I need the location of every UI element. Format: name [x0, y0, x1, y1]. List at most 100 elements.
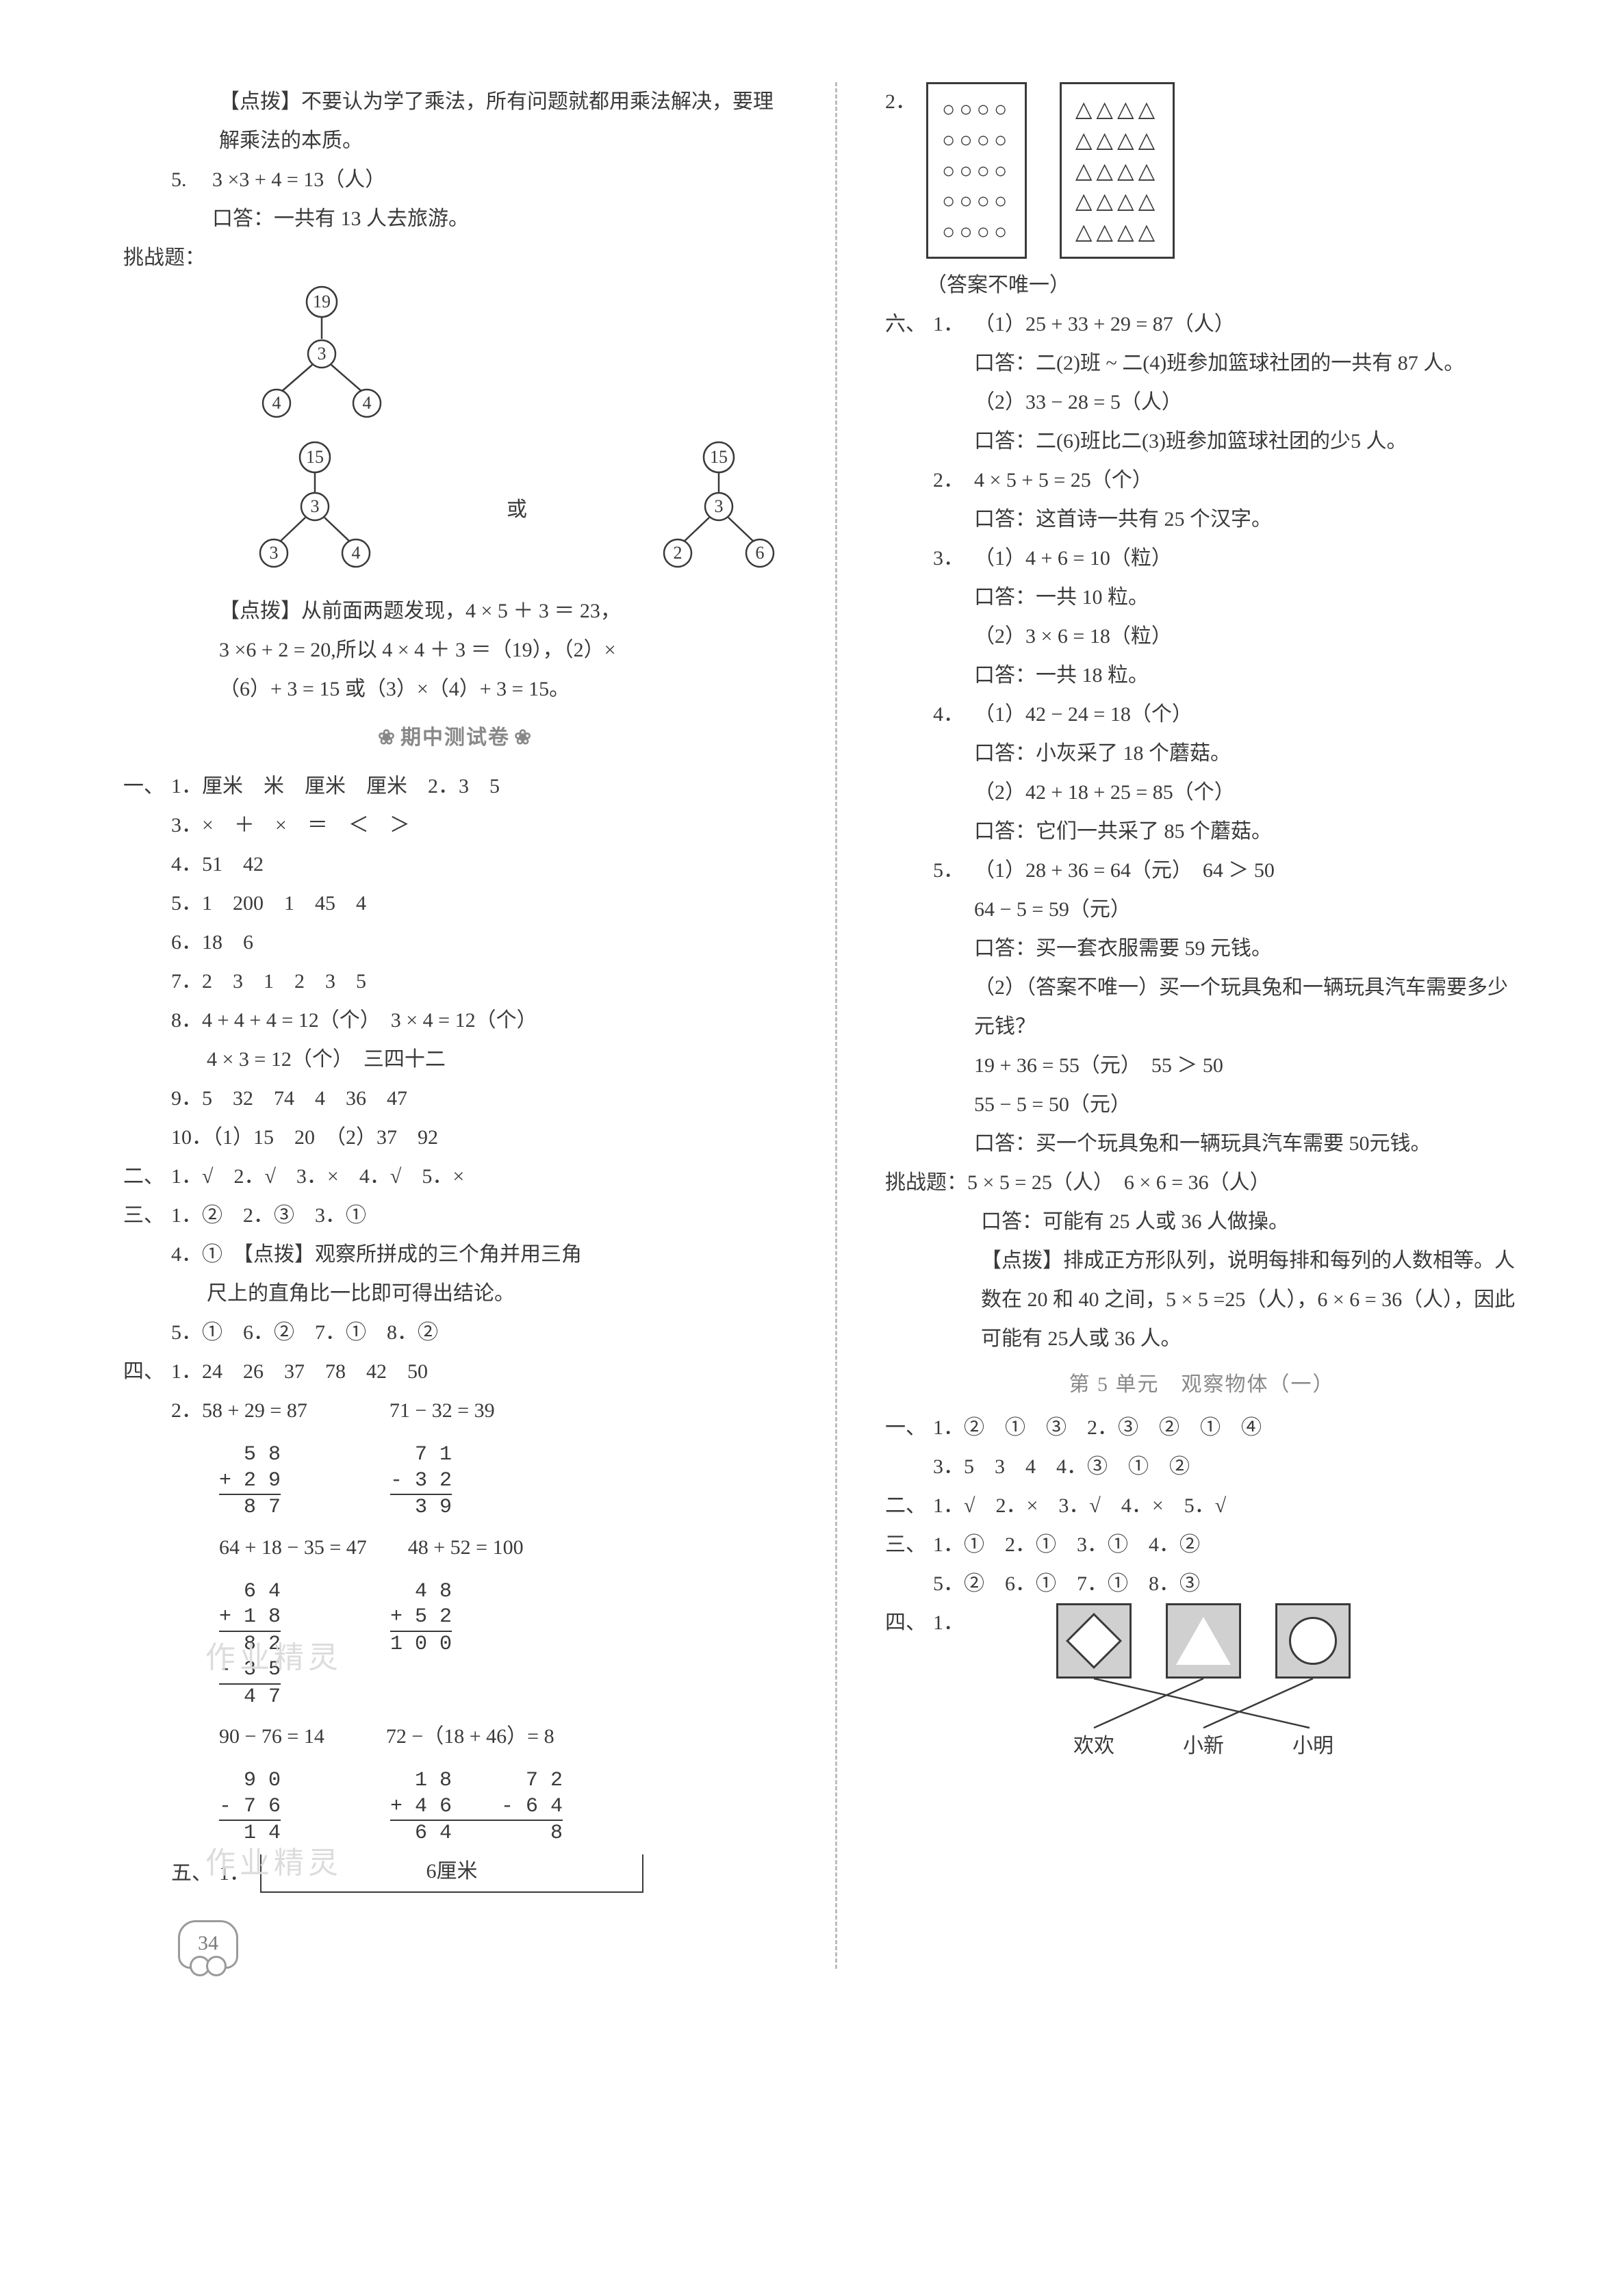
varith-1a: 5 8 + 2 9 8 7: [219, 1442, 281, 1521]
tree-3: 15 3 2 6: [650, 441, 787, 578]
section-2: 二、 1．√ 2．√ 3．× 4．√ 5．×: [123, 1157, 787, 1196]
svg-text:3: 3: [715, 496, 724, 516]
answer-note: （答案不唯一）: [926, 266, 1518, 305]
mid-exam-title: 期中测试卷: [123, 718, 787, 757]
u5-section-3: 三、 1．① 2．① 3．① 4．② 5．② 6．① 7．① 8．③: [885, 1525, 1518, 1603]
s6-q1a-ans: 口答：二(2)班 ~ 二(4)班参加篮球社团的一共有 87 人。: [974, 344, 1518, 383]
svg-text:15: 15: [710, 447, 728, 467]
triangles-box: △△△△△△△△△△△△△△△△△△△△: [1060, 82, 1175, 259]
svg-text:3: 3: [270, 543, 279, 563]
varith-2b: 4 8 + 5 2 1 0 0: [390, 1579, 452, 1711]
right-column: 2． ○○○○○○○○○○○○○○○○○○○○ △△△△△△△△△△△△△△△△…: [885, 82, 1518, 1969]
left-column: 【点拨】不要认为学了乘法，所有问题就都用乘法解决，要理解乘法的本质。 5. 3 …: [123, 82, 787, 1969]
tip-top: 【点拨】不要认为学了乘法，所有问题就都用乘法解决，要理解乘法的本质。: [123, 82, 787, 160]
s6-q5b-ans: 口答：买一个玩具兔和一辆玩具汽车需要 50元钱。: [974, 1124, 1518, 1163]
svg-text:6: 6: [756, 543, 765, 563]
tree-2: 15 3 3 4: [246, 441, 383, 578]
sec5-label: 五、: [171, 1854, 219, 1893]
sec1-l4: 4．51 42: [171, 845, 787, 884]
arith-pair-1: 5 8 + 2 9 8 7 7 1 - 3 2 3 9: [123, 1442, 787, 1521]
s6-q1b: （2）33 − 28 = 5（人）: [974, 383, 1518, 422]
sec3-l1: 1．② 2．③ 3．①: [171, 1196, 787, 1235]
s6-q5a-ans: 口答：买一套衣服需要 59 元钱。: [974, 929, 1518, 968]
sec1-l7: 7．2 3 1 2 3 5: [171, 962, 787, 1001]
q5-number: 5.: [171, 160, 212, 238]
s6-q4a-ans: 口答：小灰采了 18 个蘑菇。: [974, 734, 1518, 773]
u5-section-4: 四、 1．: [885, 1603, 1518, 1765]
tree-1: 19 3 4 4: [246, 284, 397, 428]
section-3: 三、 1．② 2．③ 3．① 4．① 【点拨】观察所拼成的三个角并用三角 尺上的…: [123, 1196, 787, 1352]
s6-q5b: （2）（答案不唯一）买一个玩具兔和一辆玩具汽车需要多少元钱？: [974, 968, 1518, 1046]
svg-text:19: 19: [313, 292, 331, 311]
sec4-l3: 64 + 18 − 35 = 47 48 + 52 = 100: [123, 1528, 787, 1567]
u5-section-2: 二、 1．√ 2．× 3．√ 4．× 5．√: [885, 1486, 1518, 1525]
varith-1b: 7 1 - 3 2 3 9: [390, 1442, 452, 1521]
s6-q4a: （1）42 − 24 = 18（个）: [974, 695, 1518, 734]
q5-expression: 3 ×3 + 4 = 13（人）: [212, 160, 787, 199]
circles-grid: ○○○○○○○○○○○○○○○○○○○○: [942, 94, 1011, 247]
tree-or: 或: [507, 490, 527, 529]
arith-pair-2: 6 4 + 1 8 8 2 - 3 5 4 7 4 8 + 5 2 1 0 0: [123, 1579, 787, 1711]
sec4-l4: 90 − 76 = 14 72 −（18 + 46）= 8: [123, 1717, 787, 1756]
sec5-1-num: 1．: [219, 1854, 260, 1893]
s6-q3a: （1）4 + 6 = 10（粒）: [974, 539, 1518, 578]
right-challenge: 挑战题：5 × 5 = 25（人） 6 × 6 = 36（人）: [885, 1163, 1518, 1202]
question-5: 5. 3 ×3 + 4 = 13（人） 口答：一共有 13 人去旅游。: [123, 160, 787, 238]
q5-answer: 口答：一共有 13 人去旅游。: [212, 199, 787, 238]
s6-q1b-ans: 口答：二(6)班比二(3)班参加篮球社团的少5 人。: [974, 422, 1518, 461]
page-root: 【点拨】不要认为学了乘法，所有问题就都用乘法解决，要理解乘法的本质。 5. 3 …: [123, 82, 1518, 1969]
sec1-l8a: 8．4 + 4 + 4 = 12（个） 3 × 4 = 12（个）: [171, 1001, 787, 1040]
section-4: 四、 1．24 26 37 78 42 50 2．58 + 29 = 87 71…: [123, 1352, 787, 1430]
q2-number: 2．: [885, 82, 926, 305]
hint-text: 不要认为学了乘法，所有问题就都用乘法解决，要理解乘法的本质。: [219, 90, 774, 152]
match-lines-svg: [1056, 1679, 1371, 1733]
svg-text:15: 15: [306, 447, 324, 467]
s6-q5b2: 19 + 36 = 55（元） 55 ＞ 50: [974, 1046, 1518, 1085]
section-6: 六、 1． （1）25 + 33 + 29 = 87（人） 口答：二(2)班 ~…: [885, 305, 1518, 1163]
hint-label: 【点拨】: [219, 90, 301, 113]
sec2-label: 二、: [123, 1157, 171, 1196]
sec1-l10: 10．（1）15 20 （2）37 92: [171, 1118, 787, 1157]
right-challenge-tip: 【点拨】排成正方形队列，说明每排和每列的人数相等。人数在 20 和 40 之间，…: [885, 1241, 1518, 1358]
sec1-l5: 5．1 200 1 45 4: [171, 884, 787, 923]
s6-q5a: （1）28 + 36 = 64（元） 64 ＞ 50: [974, 851, 1518, 890]
s6-q4b: （2）42 + 18 + 25 = 85（个）: [974, 773, 1518, 812]
sec3-l5: 5．① 6．② 7．① 8．②: [171, 1313, 787, 1352]
sec1-l3: 3．× ＋ × ＝ ＜ ＞: [171, 806, 787, 845]
sec4-label: 四、: [123, 1352, 171, 1430]
shape-diamond: [1056, 1603, 1132, 1679]
shape-triangle: [1166, 1603, 1241, 1679]
triangles-grid: △△△△△△△△△△△△△△△△△△△△: [1075, 94, 1159, 247]
match-diagram: 欢欢 小新 小明: [974, 1603, 1518, 1765]
sec2-line: 1．√ 2．√ 3．× 4．√ 5．×: [171, 1157, 787, 1196]
unit5-title: 第 5 单元 观察物体（一）: [885, 1365, 1518, 1404]
sec3-l4a: 4．① 【点拨】观察所拼成的三个角并用三角: [171, 1235, 787, 1274]
sec4-l2: 2．58 + 29 = 87 71 − 32 = 39: [171, 1391, 787, 1430]
tree-tip: 【点拨】从前面两题发现，4 × 5 ＋ 3 ＝ 23， 3 ×6 + 2 = 2…: [123, 591, 787, 709]
sec1-l9: 9．5 32 74 4 36 47: [171, 1079, 787, 1118]
sec1-l1: 1．厘米 米 厘米 厘米 2．3 5: [171, 767, 787, 806]
s6-q5a2: 64 − 5 = 59（元）: [974, 890, 1518, 929]
shape-circle: [1275, 1603, 1351, 1679]
page-number-car: 34: [178, 1920, 238, 1969]
s6-q2: 4 × 5 + 5 = 25（个）: [974, 461, 1518, 500]
sec4-l1: 1．24 26 37 78 42 50: [171, 1352, 787, 1391]
column-divider: [835, 82, 837, 1969]
sec1-label: 一、: [123, 767, 171, 1157]
sec1-l8b: 4 × 3 = 12（个） 三四十二: [171, 1040, 787, 1079]
sec6-label: 六、: [885, 305, 933, 1163]
ruler-text: 6厘米: [261, 1852, 642, 1891]
tree-diagrams: 19 3 4 4 15 3 3 4 或 15: [123, 284, 787, 578]
varith-3a: 9 0 - 7 6 1 4: [219, 1768, 281, 1847]
sec3-l4b: 尺上的直角比一比即可得出结论。: [171, 1274, 787, 1313]
s6-q2-ans: 口答：这首诗一共有 25 个汉字。: [974, 500, 1518, 539]
ruler-bracket: 6厘米: [260, 1854, 643, 1893]
sec3-label: 三、: [123, 1196, 171, 1352]
varith-2a: 6 4 + 1 8 8 2 - 3 5 4 7: [219, 1579, 281, 1711]
svg-text:2: 2: [674, 543, 682, 563]
s6-q4b-ans: 口答：它们一共采了 85 个蘑菇。: [974, 812, 1518, 851]
svg-text:3: 3: [311, 496, 320, 516]
s6-q3b-ans: 口答：一共 18 粒。: [974, 656, 1518, 695]
s6-q3b: （2）3 × 6 = 18（粒）: [974, 617, 1518, 656]
right-challenge-ans: 口答：可能有 25 人或 36 人做操。: [885, 1202, 1518, 1241]
